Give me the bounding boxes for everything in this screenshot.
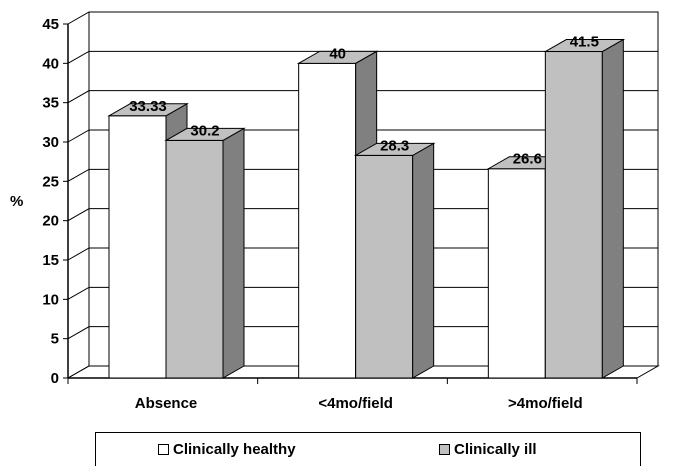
legend-label-healthy: Clinically healthy xyxy=(173,441,296,458)
gridline xyxy=(67,50,658,64)
bar-healthy-top xyxy=(296,50,379,64)
bar-ill-side xyxy=(222,127,245,379)
bar-healthy-front xyxy=(298,62,357,379)
y-tick-label: 25 xyxy=(42,173,59,190)
bar-healthy-top xyxy=(107,103,189,117)
legend-swatch-healthy xyxy=(158,444,169,455)
gridline xyxy=(67,168,658,182)
bar-ill-top xyxy=(353,142,436,156)
y-tick-label: 45 xyxy=(42,16,59,33)
data-label: 41.5 xyxy=(570,34,599,51)
gridline xyxy=(67,129,658,143)
data-label: 28.3 xyxy=(380,137,409,154)
x-tick-label: >4mo/field xyxy=(508,395,583,412)
gridline xyxy=(67,326,658,340)
bar-healthy-front xyxy=(487,168,546,379)
y-tick-label: 10 xyxy=(42,291,59,308)
legend-item-ill: Clinically ill xyxy=(439,441,537,458)
legend-swatch-ill xyxy=(439,444,450,455)
bar-ill-front xyxy=(544,51,603,379)
x-tick-label: <4mo/field xyxy=(318,395,393,412)
bar-healthy-front xyxy=(108,115,167,379)
bar-ill-front xyxy=(165,139,224,379)
y-tick-label: 15 xyxy=(42,252,59,269)
y-tick-label: 35 xyxy=(42,95,59,112)
gridline xyxy=(67,247,658,261)
bar-ill-side xyxy=(601,38,624,379)
data-label: 26.6 xyxy=(513,151,542,168)
x-tick-label: Absence xyxy=(135,395,198,412)
legend: Clinically healthy Clinically ill xyxy=(95,432,641,466)
y-tick-label: 40 xyxy=(42,55,59,72)
data-label: 40 xyxy=(329,45,346,62)
gridline xyxy=(67,11,658,25)
legend-label-ill: Clinically ill xyxy=(454,441,537,458)
legend-item-healthy: Clinically healthy xyxy=(158,441,296,458)
y-tick-label: 5 xyxy=(51,331,59,348)
data-label: 30.2 xyxy=(190,122,219,139)
data-label: 33.33 xyxy=(129,98,167,115)
y-tick-label: 0 xyxy=(51,370,59,387)
y-tick-label: 20 xyxy=(42,213,59,230)
bar-chart: 0 5 10 15 20 25 30 35 40 45 33.33 30.2 Absence 40 28.3… xyxy=(10,11,660,412)
bar-ill-top xyxy=(164,127,246,141)
y-axis-label: % xyxy=(10,193,23,210)
labels: 0 5 10 15 20 25 30 35 40 45 33.33 30.2 Absence 40 28.3… xyxy=(42,16,599,412)
gridline xyxy=(67,90,658,104)
gridline xyxy=(67,286,658,300)
bar-ill-front xyxy=(355,154,414,379)
gridline xyxy=(67,208,658,222)
gridline xyxy=(67,365,658,379)
bars xyxy=(107,38,626,379)
y-tick-label: 30 xyxy=(42,134,59,151)
bar-ill-side xyxy=(412,142,435,379)
bar-ill-top xyxy=(543,39,626,53)
